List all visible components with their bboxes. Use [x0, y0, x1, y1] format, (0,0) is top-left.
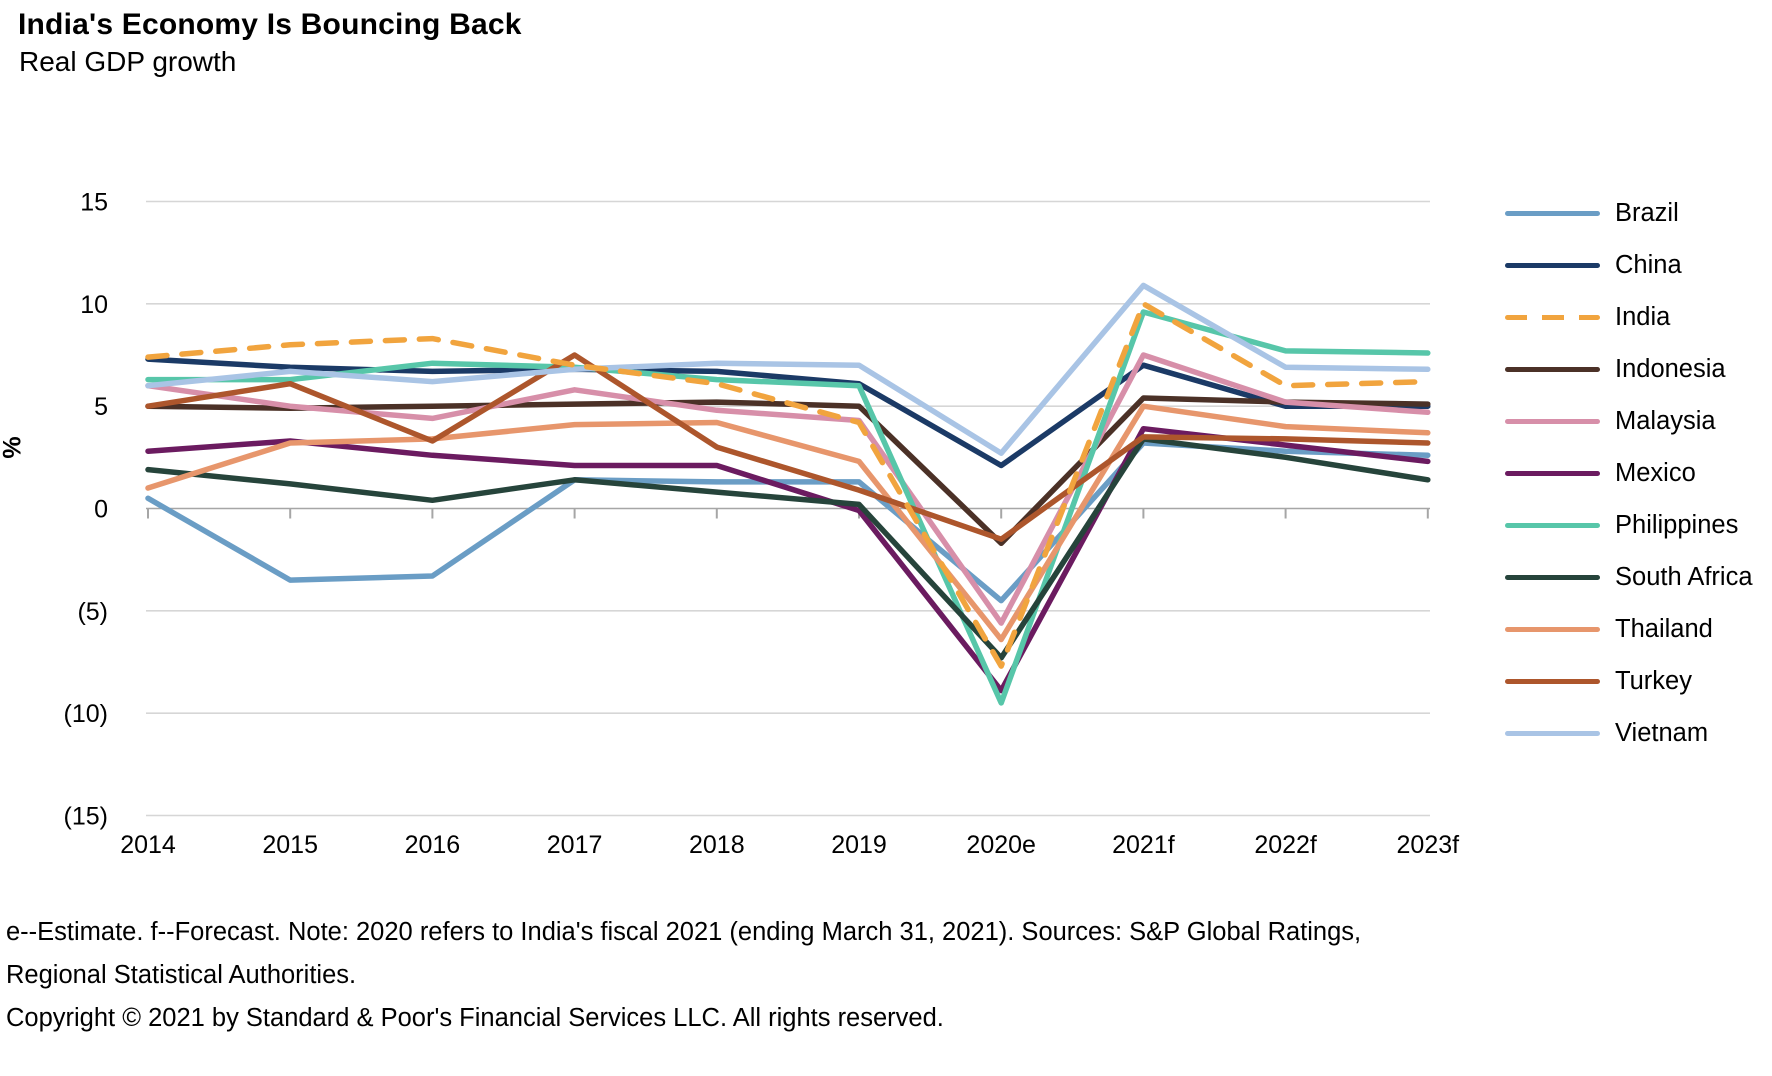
- x-tick-label: 2021f: [1112, 831, 1175, 859]
- y-tick-label: 5: [94, 393, 108, 421]
- legend-item-brazil: Brazil: [1505, 187, 1753, 239]
- legend-item-south-africa: South Africa: [1505, 551, 1753, 603]
- legend-swatch: [1505, 522, 1600, 528]
- legend-item-india: India: [1505, 291, 1753, 343]
- x-tick-label: 2014: [120, 831, 176, 859]
- legend-item-indonesia: Indonesia: [1505, 343, 1753, 395]
- series-line-philippines: [145, 309, 1431, 706]
- legend-label: Mexico: [1615, 458, 1696, 487]
- x-tick-label: 2015: [262, 831, 318, 859]
- series-line-thailand: [145, 403, 1431, 643]
- series-line-india: [145, 301, 1431, 669]
- y-tick-label: (15): [64, 802, 108, 830]
- legend-item-philippines: Philippines: [1505, 499, 1753, 551]
- legend-label: Malaysia: [1615, 406, 1716, 435]
- x-tick-label: 2023f: [1397, 831, 1460, 859]
- gdp-line-chart: 15 10 5 0 (5) (10) (15) 2014 2015 2016 2017 2018 201…: [64, 189, 1460, 859]
- series-line-south-africa: [145, 436, 1431, 661]
- footer-note: e--Estimate. f--Forecast. Note: 2020 ref…: [6, 918, 1362, 989]
- legend-item-vietnam: Vietnam: [1505, 707, 1753, 759]
- legend-swatch: [1505, 262, 1600, 268]
- x-tick-label: 2019: [831, 831, 887, 859]
- y-tick-label: 15: [80, 189, 108, 217]
- page-subtitle: Real GDP growth: [19, 46, 237, 77]
- x-tick-label: 2016: [405, 831, 461, 859]
- y-tick-label: 0: [94, 496, 108, 524]
- chart-footer: e--Estimate. f--Forecast. Note: 2020 ref…: [6, 911, 1391, 1040]
- legend-swatch: [1505, 418, 1600, 424]
- y-tick-label: (10): [64, 700, 108, 728]
- chart-header: India's Economy Is Bouncing Back Real GD…: [18, 8, 522, 78]
- page-title: India's Economy Is Bouncing Back: [18, 8, 522, 41]
- legend-swatch: [1505, 574, 1600, 580]
- y-tick-label: (5): [77, 598, 108, 626]
- legend-item-malaysia: Malaysia: [1505, 395, 1753, 447]
- x-tick-label: 2017: [547, 831, 603, 859]
- legend-item-turkey: Turkey: [1505, 655, 1753, 707]
- legend-label: Vietnam: [1615, 718, 1709, 747]
- legend-swatch: [1505, 470, 1600, 476]
- legend-label: Philippines: [1615, 510, 1739, 539]
- chart-legend: Brazil China India Indonesia Malaysia Mexico P…: [1505, 187, 1753, 759]
- x-tick-label: 2022f: [1254, 831, 1317, 859]
- legend-swatch: [1505, 210, 1600, 216]
- x-tick-label: 2020e: [966, 831, 1036, 859]
- legend-label: Indonesia: [1615, 354, 1726, 383]
- legend-swatch: [1505, 366, 1600, 372]
- legend-swatch: [1505, 678, 1600, 684]
- legend-swatch: [1505, 314, 1600, 320]
- legend-item-thailand: Thailand: [1505, 603, 1753, 655]
- x-tick-label: 2018: [689, 831, 745, 859]
- legend-swatch: [1505, 730, 1600, 736]
- legend-item-china: China: [1505, 239, 1753, 291]
- series-line-vietnam: [145, 282, 1431, 456]
- legend-item-mexico: Mexico: [1505, 447, 1753, 499]
- legend-label: South Africa: [1615, 562, 1753, 591]
- legend-label: China: [1615, 250, 1682, 279]
- y-tick-label: 10: [80, 291, 108, 319]
- legend-label: Turkey: [1615, 666, 1692, 695]
- series-line-turkey: [145, 352, 1431, 542]
- legend-label: Brazil: [1615, 198, 1679, 227]
- legend-label: India: [1615, 302, 1671, 331]
- legend-swatch: [1505, 626, 1600, 632]
- footer-copyright: Copyright © 2021 by Standard & Poor's Fi…: [6, 1004, 944, 1032]
- legend-label: Thailand: [1615, 614, 1713, 643]
